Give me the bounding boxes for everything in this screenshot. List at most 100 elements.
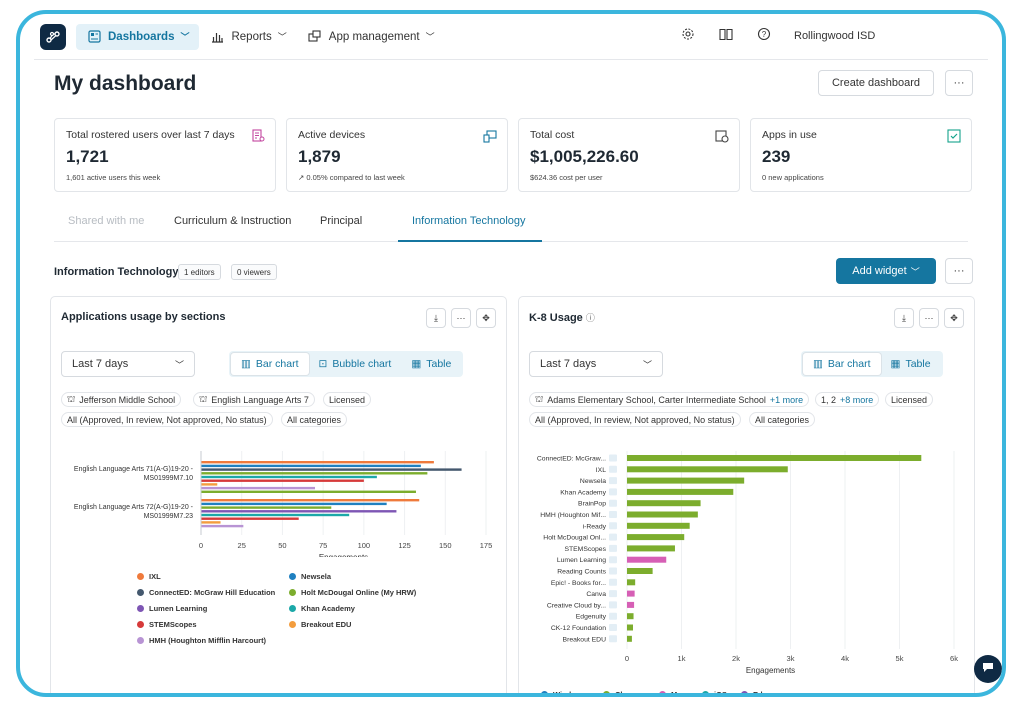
y-tick-label: Holt McDougal Onl...	[543, 535, 606, 542]
bar	[201, 510, 397, 513]
filter-chip-grades[interactable]: 1, 2 +8 more	[815, 392, 880, 407]
editors-badge[interactable]: 1 editors	[178, 264, 221, 280]
view-bar-chart[interactable]: ▥ Bar chart	[231, 353, 309, 375]
bar	[201, 517, 299, 520]
widget-applications-usage: Applications usage by sections ⤓ ··· ✥ L…	[50, 296, 507, 693]
legend-item[interactable]: Mac	[659, 690, 686, 693]
view-bubble-chart[interactable]: ⊡ Bubble chart	[309, 353, 402, 375]
nav-app-management[interactable]: App management ﹀	[297, 24, 445, 50]
legend-swatch	[541, 691, 548, 693]
view-label: Bar chart	[827, 358, 871, 370]
tab-curriculum-instruction[interactable]: Curriculum & Instruction	[174, 215, 292, 227]
bubble-chart-icon: ⊡	[318, 358, 328, 370]
more-icon[interactable]: ···	[451, 308, 471, 328]
legend-item[interactable]: Lumen Learning	[137, 604, 207, 613]
viewers-badge[interactable]: 0 viewers	[231, 264, 277, 280]
move-icon[interactable]: ✥	[944, 308, 964, 328]
chip-label: All categories	[755, 414, 810, 425]
info-icon[interactable]: ⓘ	[585, 313, 595, 323]
bar	[627, 601, 635, 608]
bar	[201, 468, 462, 471]
move-icon[interactable]: ✥	[476, 308, 496, 328]
bar	[627, 556, 667, 563]
legend-label: Breakout EDU	[301, 620, 352, 629]
app-logo[interactable]	[40, 23, 66, 50]
gear-icon[interactable]	[680, 26, 696, 42]
bar	[201, 464, 421, 468]
chip-more-link[interactable]: +1 more	[769, 394, 804, 405]
add-widget-button[interactable]: Add widget ﹀	[836, 258, 936, 284]
nav-reports[interactable]: Reports ﹀	[199, 24, 296, 50]
legend-item[interactable]: Breakout EDU	[289, 620, 351, 629]
more-options-button[interactable]: ···	[945, 70, 973, 96]
stat-card-active-devices[interactable]: Active devices 1,879 ↗ 0.05% compared to…	[286, 118, 508, 192]
book-icon[interactable]	[718, 26, 734, 42]
create-dashboard-button[interactable]: Create dashboard	[818, 70, 934, 96]
tab-shared-with-me[interactable]: Shared with me	[68, 215, 145, 227]
stat-value: 1,721	[66, 147, 109, 166]
download-icon[interactable]: ⤓	[426, 308, 446, 328]
legend-item[interactable]: Newsela	[289, 572, 331, 581]
legend-item[interactable]: ConnectED: McGraw Hill Education	[137, 588, 275, 597]
stat-subtext: 0 new applications	[762, 173, 824, 182]
legend-item[interactable]: Edge	[741, 690, 771, 693]
legend-item[interactable]: Windows	[541, 690, 586, 693]
section-more-button[interactable]: ···	[945, 258, 973, 284]
organization-name[interactable]: Rollingwood ISD	[794, 30, 876, 42]
x-tick-label: 75	[319, 541, 327, 550]
y-tick-label: Reading Counts	[557, 569, 606, 576]
help-icon[interactable]: ?	[756, 26, 772, 42]
y-tick-label: Newsela	[580, 478, 606, 485]
filter-chip-course[interactable]: ⛫ English Language Arts 7	[193, 392, 315, 407]
dashboard-tabs: Shared with me Curriculum & Instruction …	[54, 209, 968, 242]
x-tick-label: 0	[199, 541, 203, 550]
stat-card-rostered-users[interactable]: Total rostered users over last 7 days 1,…	[54, 118, 276, 192]
download-icon[interactable]: ⤓	[894, 308, 914, 328]
filter-chip-status[interactable]: All (Approved, In review, Not approved, …	[529, 412, 741, 427]
legend-item[interactable]: Holt McDougal Online (My HRW)	[289, 588, 416, 597]
view-bar-chart[interactable]: ▥ Bar chart	[803, 353, 881, 375]
stat-value: 1,879	[298, 147, 341, 166]
legend-swatch	[702, 691, 709, 693]
tab-principal[interactable]: Principal	[320, 215, 363, 227]
view-toggle: ▥ Bar chart ▦ Table	[801, 351, 943, 377]
legend-item[interactable]: Chrome	[603, 690, 643, 693]
legend-item[interactable]: STEMScopes	[137, 620, 197, 629]
filter-chip-school[interactable]: ⛫ Jefferson Middle School	[61, 392, 182, 407]
bar	[201, 502, 387, 506]
nav-dashboards[interactable]: Dashboards ﹀	[76, 23, 200, 50]
view-table[interactable]: ▦ Table	[881, 353, 941, 375]
filter-chip-categories[interactable]: All categories	[749, 412, 816, 427]
app-logo-icon	[609, 601, 617, 609]
chevron-down-icon: ﹀	[910, 266, 920, 277]
tab-information-technology[interactable]: Information Technology	[412, 215, 526, 227]
legend-item[interactable]: IXL	[137, 572, 161, 581]
app-window: Dashboards ﹀ Reports ﹀ App management ﹀ …	[16, 10, 1006, 697]
y-tick-label: ConnectED: McGraw...	[537, 456, 606, 463]
legend-item[interactable]: iOS	[702, 690, 727, 693]
app-logo-icon	[609, 612, 617, 620]
filter-chip-licensed[interactable]: Licensed	[323, 392, 372, 407]
view-toggle: ▥ Bar chart ⊡ Bubble chart ▦ Table	[229, 351, 464, 377]
date-range-select[interactable]: Last 7 days ﹀	[61, 351, 195, 377]
chat-button[interactable]	[974, 655, 1002, 683]
filter-chip-schools[interactable]: ⛫ Adams Elementary School, Carter Interme…	[529, 392, 810, 407]
bar-chart-icon: ▥	[813, 358, 823, 370]
bar	[201, 506, 332, 509]
view-table[interactable]: ▦ Table	[401, 353, 461, 375]
stat-value: 239	[762, 147, 791, 166]
app-logo-icon	[609, 533, 617, 541]
bar	[201, 524, 244, 528]
stat-card-apps-in-use[interactable]: Apps in use 239 0 new applications	[750, 118, 972, 192]
filter-chip-categories[interactable]: All categories	[281, 412, 348, 427]
filter-chip-status[interactable]: All (Approved, In review, Not approved, …	[61, 412, 273, 427]
stat-card-total-cost[interactable]: Total cost $1,005,226.60 $624.36 cost pe…	[518, 118, 740, 192]
legend-item[interactable]: Khan Academy	[289, 604, 355, 613]
chip-more-link[interactable]: +8 more	[840, 394, 874, 405]
date-range-select[interactable]: Last 7 days ﹀	[529, 351, 663, 377]
legend-item[interactable]: HMH (Houghton Mifflin Harcourt)	[137, 636, 266, 645]
chip-label: English Language Arts 7	[211, 394, 309, 405]
filter-chip-licensed[interactable]: Licensed	[885, 392, 934, 407]
y-tick-label: MS01999M7.10	[144, 475, 194, 482]
more-icon[interactable]: ···	[919, 308, 939, 328]
